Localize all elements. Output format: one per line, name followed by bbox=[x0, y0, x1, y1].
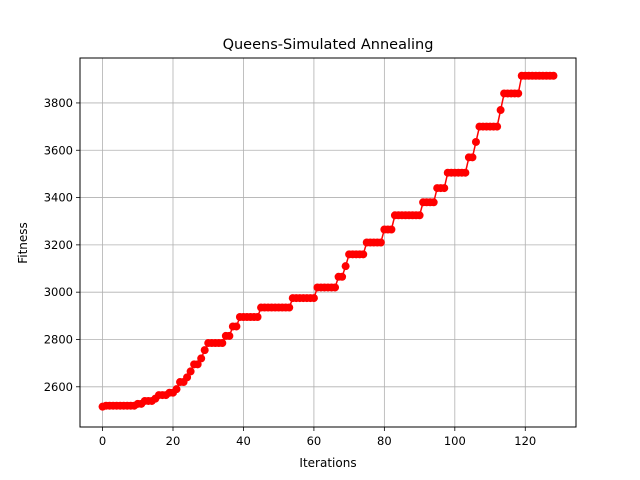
x-tick-label: 100 bbox=[444, 434, 466, 448]
x-tick-label: 60 bbox=[307, 434, 322, 448]
data-point bbox=[183, 373, 192, 382]
x-tick-label: 20 bbox=[166, 434, 181, 448]
data-point bbox=[232, 322, 241, 331]
data-point bbox=[493, 122, 502, 131]
data-point bbox=[429, 198, 438, 207]
fitness-series bbox=[98, 71, 558, 411]
x-tick-label: 40 bbox=[236, 434, 251, 448]
data-point bbox=[440, 184, 449, 193]
y-axis-label: Fitness bbox=[16, 222, 30, 264]
y-tick-label: 3400 bbox=[44, 191, 73, 205]
data-point bbox=[471, 137, 480, 146]
x-tick-label: 0 bbox=[99, 434, 106, 448]
data-point bbox=[461, 168, 470, 177]
y-tick-label: 3800 bbox=[44, 96, 73, 110]
data-point bbox=[496, 106, 505, 115]
data-point bbox=[225, 331, 234, 340]
x-tick-label: 120 bbox=[514, 434, 536, 448]
data-point bbox=[359, 250, 368, 259]
data-point bbox=[218, 339, 227, 348]
data-point bbox=[253, 313, 262, 322]
data-point bbox=[338, 272, 347, 281]
plot-area-frame bbox=[79, 57, 577, 428]
data-point bbox=[549, 71, 558, 80]
axis-ticks: 0 20 40 60 80 100 120 2600 2800 3000 3200 3400 3600 3… bbox=[44, 96, 537, 448]
data-point bbox=[200, 346, 209, 355]
y-tick-label: 2600 bbox=[44, 380, 73, 394]
data-point bbox=[285, 303, 294, 312]
data-point bbox=[331, 283, 340, 292]
data-point bbox=[468, 153, 477, 162]
data-point bbox=[415, 211, 424, 220]
y-tick-label: 3000 bbox=[44, 285, 73, 299]
data-point bbox=[186, 367, 195, 376]
y-tick-label: 3600 bbox=[44, 143, 73, 157]
data-point bbox=[193, 360, 202, 369]
x-tick-label: 80 bbox=[377, 434, 392, 448]
data-point bbox=[309, 294, 318, 303]
data-point bbox=[387, 225, 396, 234]
data-point bbox=[172, 385, 181, 394]
data-point bbox=[514, 89, 523, 98]
y-tick-label: 3200 bbox=[44, 238, 73, 252]
data-point bbox=[376, 238, 385, 247]
y-tick-label: 2800 bbox=[44, 332, 73, 346]
data-point bbox=[341, 262, 350, 271]
chart-title: Queens-Simulated Annealing bbox=[223, 37, 434, 53]
grid-lines bbox=[80, 58, 576, 427]
x-axis-label: Iterations bbox=[299, 456, 356, 470]
data-point bbox=[197, 354, 206, 363]
